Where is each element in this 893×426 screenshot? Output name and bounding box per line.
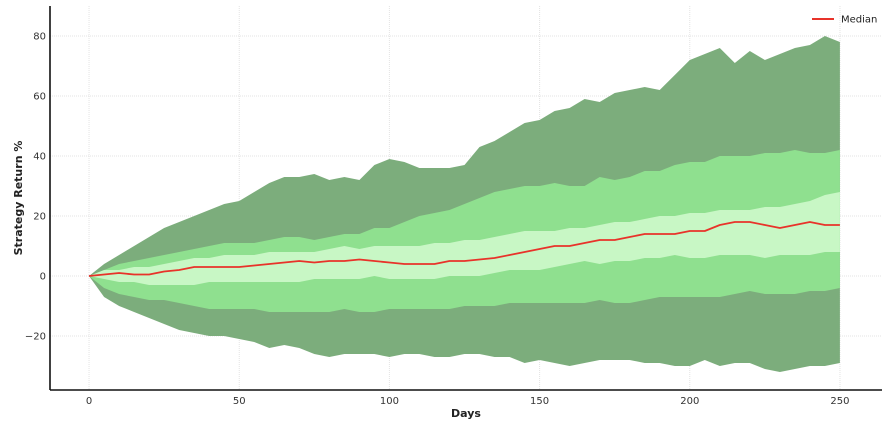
median-series bbox=[88, 221, 840, 277]
x-tick-label: 50 bbox=[233, 396, 246, 407]
inner-band-area bbox=[89, 192, 840, 285]
y-axis-title: Strategy Return % bbox=[12, 141, 25, 256]
x-tick-label: 250 bbox=[830, 396, 849, 407]
x-tick-label: 150 bbox=[530, 396, 549, 407]
median-line bbox=[88, 221, 840, 277]
axes bbox=[49, 6, 882, 391]
y-tick-label: 80 bbox=[33, 32, 46, 43]
legend: Median bbox=[812, 15, 877, 26]
legend-label-median: Median bbox=[841, 15, 877, 26]
y-tick-label: 20 bbox=[33, 212, 46, 223]
x-tick-label: 0 bbox=[86, 396, 92, 407]
y-tick-label: 60 bbox=[33, 92, 46, 103]
x-tick-label: 100 bbox=[380, 396, 399, 407]
y-tick-label: 40 bbox=[33, 152, 46, 163]
x-axis-title: Days bbox=[451, 407, 481, 420]
y-tick-label: −20 bbox=[25, 332, 46, 343]
x-tick-label: 200 bbox=[680, 396, 699, 407]
bands bbox=[89, 36, 840, 372]
tick-labels: 0 50 100 150 200 250 −20 0 20 40 60 80 bbox=[25, 32, 850, 408]
y-tick-label: 0 bbox=[40, 272, 46, 283]
